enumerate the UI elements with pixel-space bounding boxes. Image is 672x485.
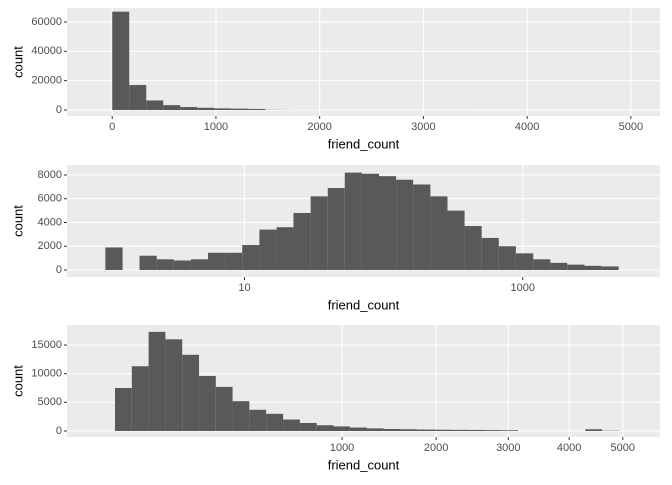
bar (550, 263, 567, 270)
x-tick-label: 5000 (619, 121, 643, 133)
bar (430, 196, 447, 270)
bar (328, 188, 345, 270)
bar (350, 428, 367, 431)
x-tick-label: 10 (238, 282, 250, 294)
bar (214, 108, 231, 110)
bar (233, 401, 250, 431)
bar (317, 425, 334, 431)
bar (208, 253, 225, 270)
y-tick-label: 10000 (31, 368, 62, 380)
x-axis-title: friend_count (328, 457, 400, 472)
bar (384, 429, 401, 431)
bar (435, 430, 452, 431)
bar (115, 388, 132, 431)
x-tick-label: 2000 (307, 121, 331, 133)
bar (197, 108, 214, 110)
bar (379, 176, 396, 270)
panel-background (67, 8, 660, 116)
bar (248, 109, 265, 110)
y-axis-title: count (10, 46, 25, 78)
bar (199, 376, 216, 431)
bar (468, 430, 485, 431)
y-tick-label: 6000 (38, 193, 62, 205)
bar (105, 247, 122, 270)
y-tick-label: 4000 (38, 216, 62, 228)
bar (165, 339, 182, 431)
x-tick-label: 0 (109, 121, 115, 133)
bar (283, 420, 300, 431)
bar (180, 107, 197, 110)
bar (311, 196, 328, 270)
bar (334, 426, 350, 431)
bar (345, 173, 362, 270)
bar (225, 253, 242, 270)
bar (485, 430, 502, 431)
y-tick-label: 0 (56, 104, 62, 116)
x-tick-label: 3000 (411, 121, 435, 133)
x-tick-label: 3000 (496, 442, 520, 454)
x-tick-label: 1000 (204, 121, 228, 133)
y-axis-title: count (10, 365, 25, 397)
bar (157, 259, 174, 270)
y-axis-title: count (10, 205, 25, 237)
bar (191, 259, 208, 270)
bar (362, 174, 379, 270)
x-tick-label: 4000 (515, 121, 539, 133)
bar (448, 211, 465, 270)
bar (585, 429, 602, 431)
bar (417, 430, 434, 431)
bar (140, 256, 157, 270)
bar (533, 259, 550, 270)
bar (149, 332, 166, 431)
bar (584, 266, 601, 270)
bar (367, 428, 384, 431)
bar (216, 387, 233, 431)
bar (499, 246, 516, 270)
x-tick-label: 1000 (330, 442, 354, 454)
bar (249, 410, 266, 431)
y-tick-label: 0 (56, 425, 62, 437)
bar (231, 109, 248, 110)
bar (242, 245, 259, 270)
bar (259, 230, 276, 270)
bar (300, 423, 317, 431)
y-tick-label: 60000 (31, 16, 62, 28)
y-tick-label: 2000 (38, 240, 62, 252)
x-axis-title: friend_count (328, 136, 400, 151)
bar (602, 266, 619, 270)
bar (174, 260, 191, 270)
x-axis-title: friend_count (328, 297, 400, 312)
bar (396, 180, 413, 270)
bar (451, 430, 467, 431)
bar (277, 227, 294, 270)
bar (516, 253, 533, 270)
y-tick-label: 20000 (31, 75, 62, 87)
y-tick-label: 8000 (38, 169, 62, 181)
bar (567, 265, 584, 270)
bar (182, 355, 199, 431)
x-tick-label: 2000 (424, 442, 448, 454)
x-tick-label: 5000 (611, 442, 635, 454)
y-tick-label: 5000 (38, 396, 62, 408)
bar (482, 238, 499, 270)
bar (163, 105, 180, 110)
bar (129, 85, 146, 110)
y-tick-label: 40000 (31, 45, 62, 57)
bar (266, 414, 283, 431)
bar (413, 184, 430, 270)
bar (502, 430, 518, 431)
bar (146, 100, 163, 110)
y-tick-label: 0 (56, 264, 62, 276)
bar (112, 12, 129, 110)
x-tick-label: 1000 (510, 282, 534, 294)
x-tick-label: 4000 (557, 442, 581, 454)
y-tick-label: 15000 (31, 339, 62, 351)
bar (465, 226, 482, 270)
bar (400, 429, 417, 431)
bar (132, 366, 149, 431)
bar (293, 213, 310, 270)
